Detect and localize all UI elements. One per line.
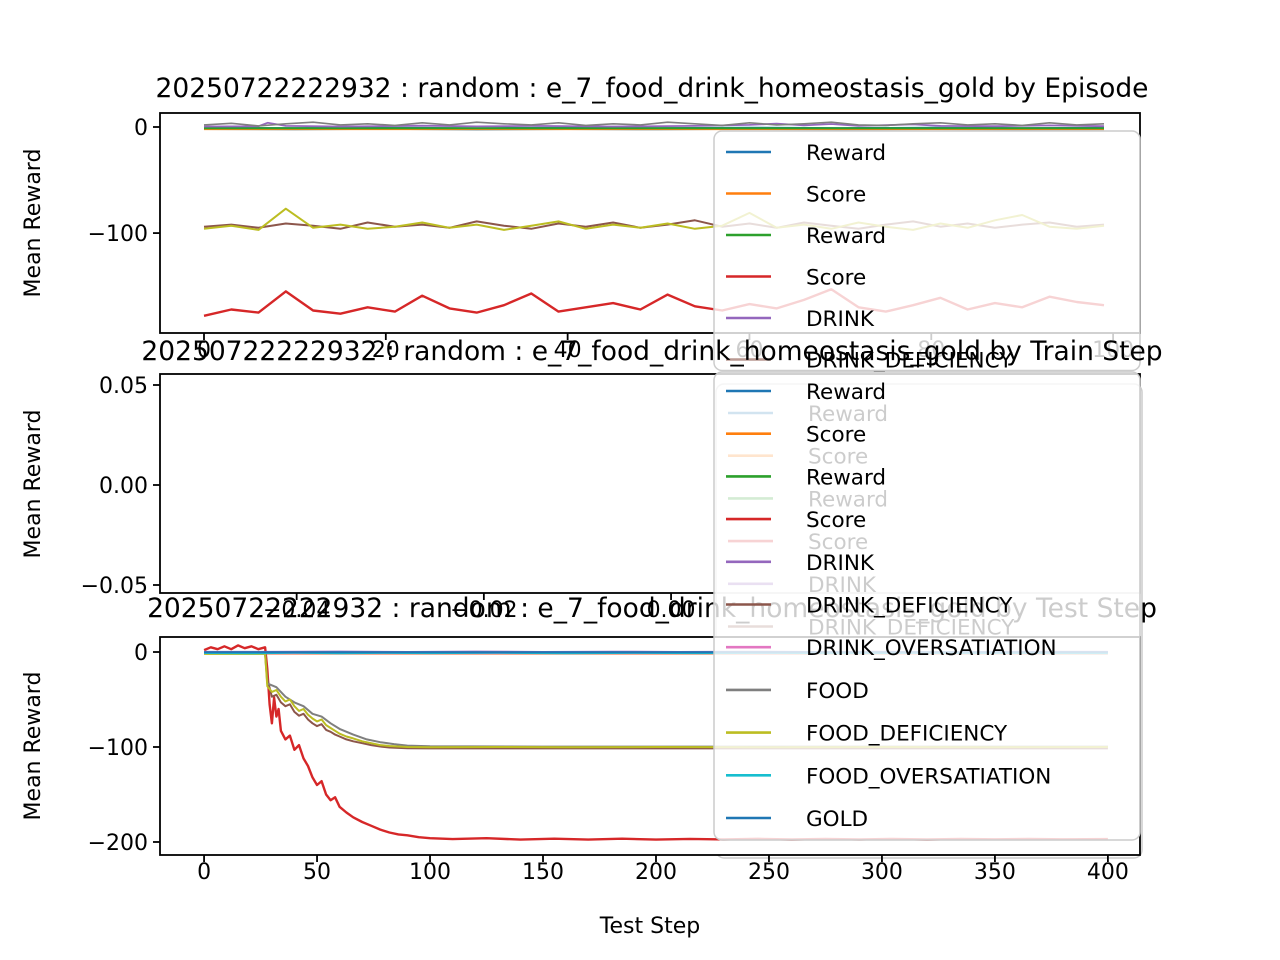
legend-label: Score xyxy=(806,423,866,448)
legend-label: DRINK xyxy=(806,551,875,576)
legend-frame xyxy=(713,130,1141,372)
legend-label: Score xyxy=(806,183,866,208)
legend-label: Score xyxy=(806,508,866,533)
legend-entry-GOLD: GOLD xyxy=(726,807,868,832)
legend-label: Score xyxy=(806,266,866,291)
legend-label: DRINK_OVERSATIATION xyxy=(806,636,1057,661)
x-tick-label: 400 xyxy=(1087,860,1129,885)
x-tick-label: 100 xyxy=(409,860,451,885)
x-tick-label: 50 xyxy=(303,860,331,885)
legend-entry-Reward: Reward xyxy=(726,141,886,166)
x-tick-label: 0.00 xyxy=(647,598,696,623)
subplot-train-ylabel: Mean Reward xyxy=(21,410,46,559)
x-tick-label: 0 xyxy=(197,860,211,885)
legend-entry-Score: Score xyxy=(726,508,866,533)
legend-entry-DRINK: DRINK xyxy=(726,307,875,332)
x-tick-label: −0.04 xyxy=(263,598,330,623)
subplot-test-xlabel: Test Step xyxy=(599,914,700,939)
legend-frame xyxy=(713,371,1141,841)
legend-episode: Reward Score Reward Score DRINK DRINK_DEFICIE… xyxy=(713,130,1141,374)
legend-label: DRINK xyxy=(806,307,875,332)
y-tick-label: 0.05 xyxy=(99,374,148,399)
legend-entry-Reward: Reward xyxy=(726,380,886,405)
x-tick-label: 250 xyxy=(748,860,790,885)
legend-label: DRINK_DEFICIENCY xyxy=(806,349,1013,374)
x-tick-label: −0.02 xyxy=(450,598,517,623)
legend-label: FOOD_DEFICIENCY xyxy=(806,722,1008,747)
y-tick-label: −100 xyxy=(88,222,148,247)
x-tick-label: 40 xyxy=(554,338,582,363)
legend-label: Reward xyxy=(806,465,886,490)
series-test-FOOD_DEFICIENCY xyxy=(204,652,1108,749)
legend-entry-FOOD_OVERSATIATION: FOOD_OVERSATIATION xyxy=(726,764,1051,789)
legend-entry-Score: Score xyxy=(726,183,866,208)
x-tick-label: 300 xyxy=(861,860,903,885)
legend-entry-Reward: Reward xyxy=(726,224,886,249)
subplot-episode-title: 20250722222932 : random : e_7_food_drink… xyxy=(156,73,1149,104)
legend-test: Reward Score Reward Score DRINK DRINK_DEFICIE… xyxy=(713,371,1141,841)
y-tick-label: 0 xyxy=(134,116,148,141)
subplot-episode-ylabel: Mean Reward xyxy=(21,149,46,298)
x-tick-label: 20 xyxy=(372,338,400,363)
legend-entry-FOOD: FOOD xyxy=(726,679,869,704)
subplot-test-ylabel: Mean Reward xyxy=(21,672,46,821)
legend-label: FOOD_OVERSATIATION xyxy=(806,764,1051,789)
legend-label: Reward xyxy=(806,141,886,166)
subplot-train-title: 20250722222932 : random : e_7_food_drink… xyxy=(141,336,1162,367)
x-tick-label: 150 xyxy=(522,860,564,885)
legend-entry-DRINK_DEFICIENCY: DRINK_DEFICIENCY xyxy=(726,349,1013,374)
series-episode-FOOD xyxy=(203,121,1105,127)
x-tick-label: 0 xyxy=(197,338,211,363)
series-group-episode xyxy=(203,121,1105,317)
x-tick-label: 200 xyxy=(635,860,677,885)
legend-entry-Score: Score xyxy=(726,266,866,291)
legend-label: Reward xyxy=(806,224,886,249)
y-tick-label: −0.05 xyxy=(81,574,148,599)
y-tick-label: 0.00 xyxy=(99,474,148,499)
y-tick-label: −100 xyxy=(88,736,148,761)
series-test-DRINK_DEFICIENCY xyxy=(204,652,1108,750)
legend-entry-DRINK: DRINK xyxy=(726,551,875,576)
y-tick-label: −200 xyxy=(88,831,148,856)
legend-label: Reward xyxy=(806,380,886,405)
legend-label: GOLD xyxy=(806,807,868,832)
legend-entry-FOOD_DEFICIENCY: FOOD_DEFICIENCY xyxy=(726,722,1008,747)
y-tick-label: 0 xyxy=(134,641,148,666)
x-tick-label: 350 xyxy=(974,860,1016,885)
legend-entry-Score: Score xyxy=(726,423,866,448)
legend-label: DRINK_DEFICIENCY xyxy=(806,594,1013,619)
legend-label: FOOD xyxy=(806,679,869,704)
legend-entry-Reward: Reward xyxy=(726,465,886,490)
legend-entry-DRINK_DEFICIENCY: DRINK_DEFICIENCY xyxy=(726,594,1013,619)
legend-entry-DRINK_OVERSATIATION: DRINK_OVERSATIATION xyxy=(726,636,1057,661)
